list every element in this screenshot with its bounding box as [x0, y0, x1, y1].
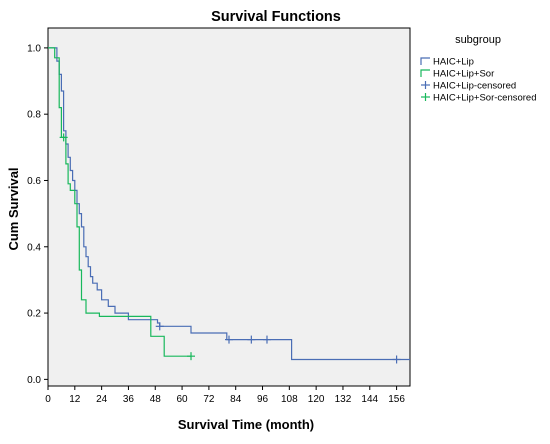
legend-line-swatch: [420, 57, 430, 65]
legend-censor-swatch: [421, 81, 430, 89]
censor-mark: [247, 335, 256, 344]
x-tick-label: 24: [96, 394, 108, 405]
legend-label: HAIC+Lip-censored: [433, 81, 516, 92]
legend-entry: HAIC+Lip-censored: [421, 81, 516, 92]
y-tick-label: 0.6: [27, 176, 41, 187]
legend-entry: HAIC+Lip: [420, 57, 474, 68]
x-tick-label: 0: [45, 394, 51, 405]
x-tick-label: 144: [361, 394, 378, 405]
x-tick-label: 48: [150, 394, 162, 405]
x-axis-label: Survival Time (month): [178, 417, 314, 432]
legend: subgroup HAIC+LipHAIC+Lip+SorHAIC+Lip-ce…: [420, 34, 537, 104]
chart-title: Survival Functions: [211, 9, 341, 25]
legend-censor-swatch: [421, 93, 430, 101]
x-tick-label: 84: [230, 394, 242, 405]
y-tick-label: 1.0: [27, 43, 41, 54]
x-tick-label: 132: [335, 394, 352, 405]
x-tick-label: 156: [388, 394, 405, 405]
series-1: [48, 47, 410, 364]
series-2: [48, 47, 196, 361]
y-tick-label: 0.8: [27, 110, 41, 121]
x-tick-label: 72: [203, 394, 215, 405]
x-tick-label: 60: [177, 394, 189, 405]
legend-line-swatch: [420, 69, 430, 77]
x-tick-label: 12: [69, 394, 81, 405]
legend-label: HAIC+Lip+Sor-censored: [433, 93, 537, 104]
y-tick-label: 0.2: [27, 309, 41, 320]
survival-step-line: [48, 47, 191, 357]
plot-area: [47, 27, 411, 387]
legend-title: subgroup: [455, 34, 501, 46]
censor-mark: [187, 352, 196, 361]
x-tick-label: 120: [308, 394, 325, 405]
axes: 0 12 24 36 48 60 72 84 96 108 120 132 144 156 0.0 0.2 0.…: [27, 43, 405, 405]
censor-mark: [59, 133, 68, 142]
y-tick-label: 0.4: [27, 242, 41, 253]
series-group: [48, 47, 410, 364]
censor-mark: [392, 355, 401, 364]
x-tick-label: 36: [123, 394, 135, 405]
legend-label: HAIC+Lip+Sor: [433, 69, 494, 80]
y-tick-label: 0.0: [27, 375, 41, 386]
survival-step-line: [48, 47, 410, 361]
censor-mark: [262, 335, 271, 344]
legend-entry: HAIC+Lip+Sor-censored: [421, 93, 537, 104]
x-tick-label: 96: [257, 394, 269, 405]
censor-mark: [225, 335, 233, 344]
y-axis-label: Cum Survival: [6, 167, 21, 250]
legend-label: HAIC+Lip: [433, 57, 474, 68]
censor-mark: [155, 322, 164, 331]
x-tick-label: 108: [281, 394, 298, 405]
legend-entry: HAIC+Lip+Sor: [420, 69, 494, 80]
